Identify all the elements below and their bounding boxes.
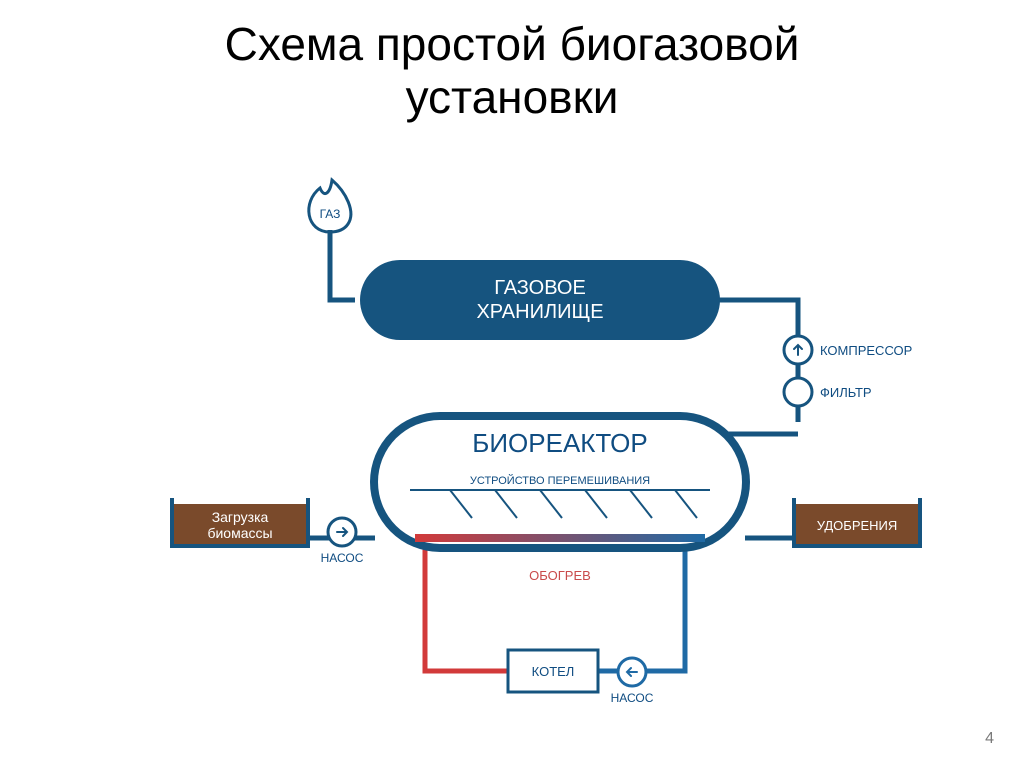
svg-text:ХРАНИЛИЩЕ: ХРАНИЛИЩЕ [476,301,603,323]
svg-text:БИОРЕАКТОР: БИОРЕАКТОР [472,428,647,458]
svg-text:Загрузка: Загрузка [212,509,269,525]
svg-text:НАСОС: НАСОС [321,551,364,565]
svg-text:ГАЗ: ГАЗ [320,207,341,221]
svg-text:КОТЕЛ: КОТЕЛ [532,664,575,679]
slide-title: Схема простой биогазовой установки [0,18,1024,124]
svg-text:ФИЛЬТР: ФИЛЬТР [820,385,872,400]
svg-text:КОМПРЕССОР: КОМПРЕССОР [820,343,912,358]
svg-text:биомассы: биомассы [207,525,272,541]
svg-text:ГАЗОВОЕ: ГАЗОВОЕ [494,277,586,299]
svg-text:НАСОС: НАСОС [611,691,654,705]
svg-text:УСТРОЙСТВО ПЕРЕМЕШИВАНИЯ: УСТРОЙСТВО ПЕРЕМЕШИВАНИЯ [470,474,650,487]
title-line-2: установки [406,71,619,123]
title-line-1: Схема простой биогазовой [225,18,800,70]
svg-text:УДОБРЕНИЯ: УДОБРЕНИЯ [817,518,898,533]
page-number: 4 [985,730,994,748]
svg-text:ОБОГРЕВ: ОБОГРЕВ [529,568,591,583]
biogas-diagram: ГАЗОВОЕХРАНИЛИЩЕ БИОРЕАКТОР УСТРОЙСТВО ПЕР… [120,160,940,740]
